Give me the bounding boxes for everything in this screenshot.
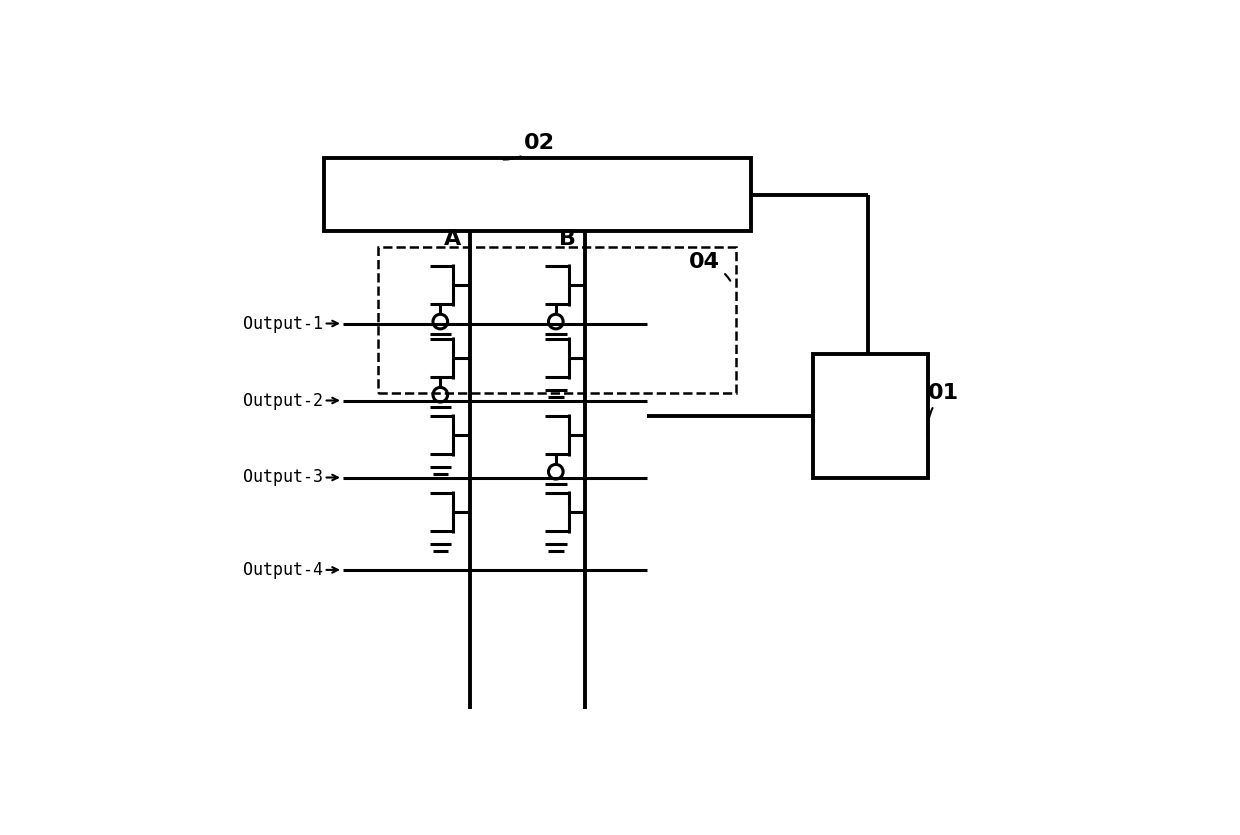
Text: 02: 02 <box>503 133 554 159</box>
Text: B: B <box>559 229 577 249</box>
Bar <box>324 158 751 231</box>
Text: Output-3: Output-3 <box>243 468 322 487</box>
Text: 01: 01 <box>928 382 959 438</box>
Text: Output-4: Output-4 <box>243 561 322 579</box>
Bar <box>377 246 735 392</box>
Text: A: A <box>444 229 461 249</box>
Bar <box>812 354 928 478</box>
Text: Output-2: Output-2 <box>243 392 322 409</box>
Text: Output-1: Output-1 <box>243 315 322 332</box>
Text: 04: 04 <box>689 252 730 281</box>
